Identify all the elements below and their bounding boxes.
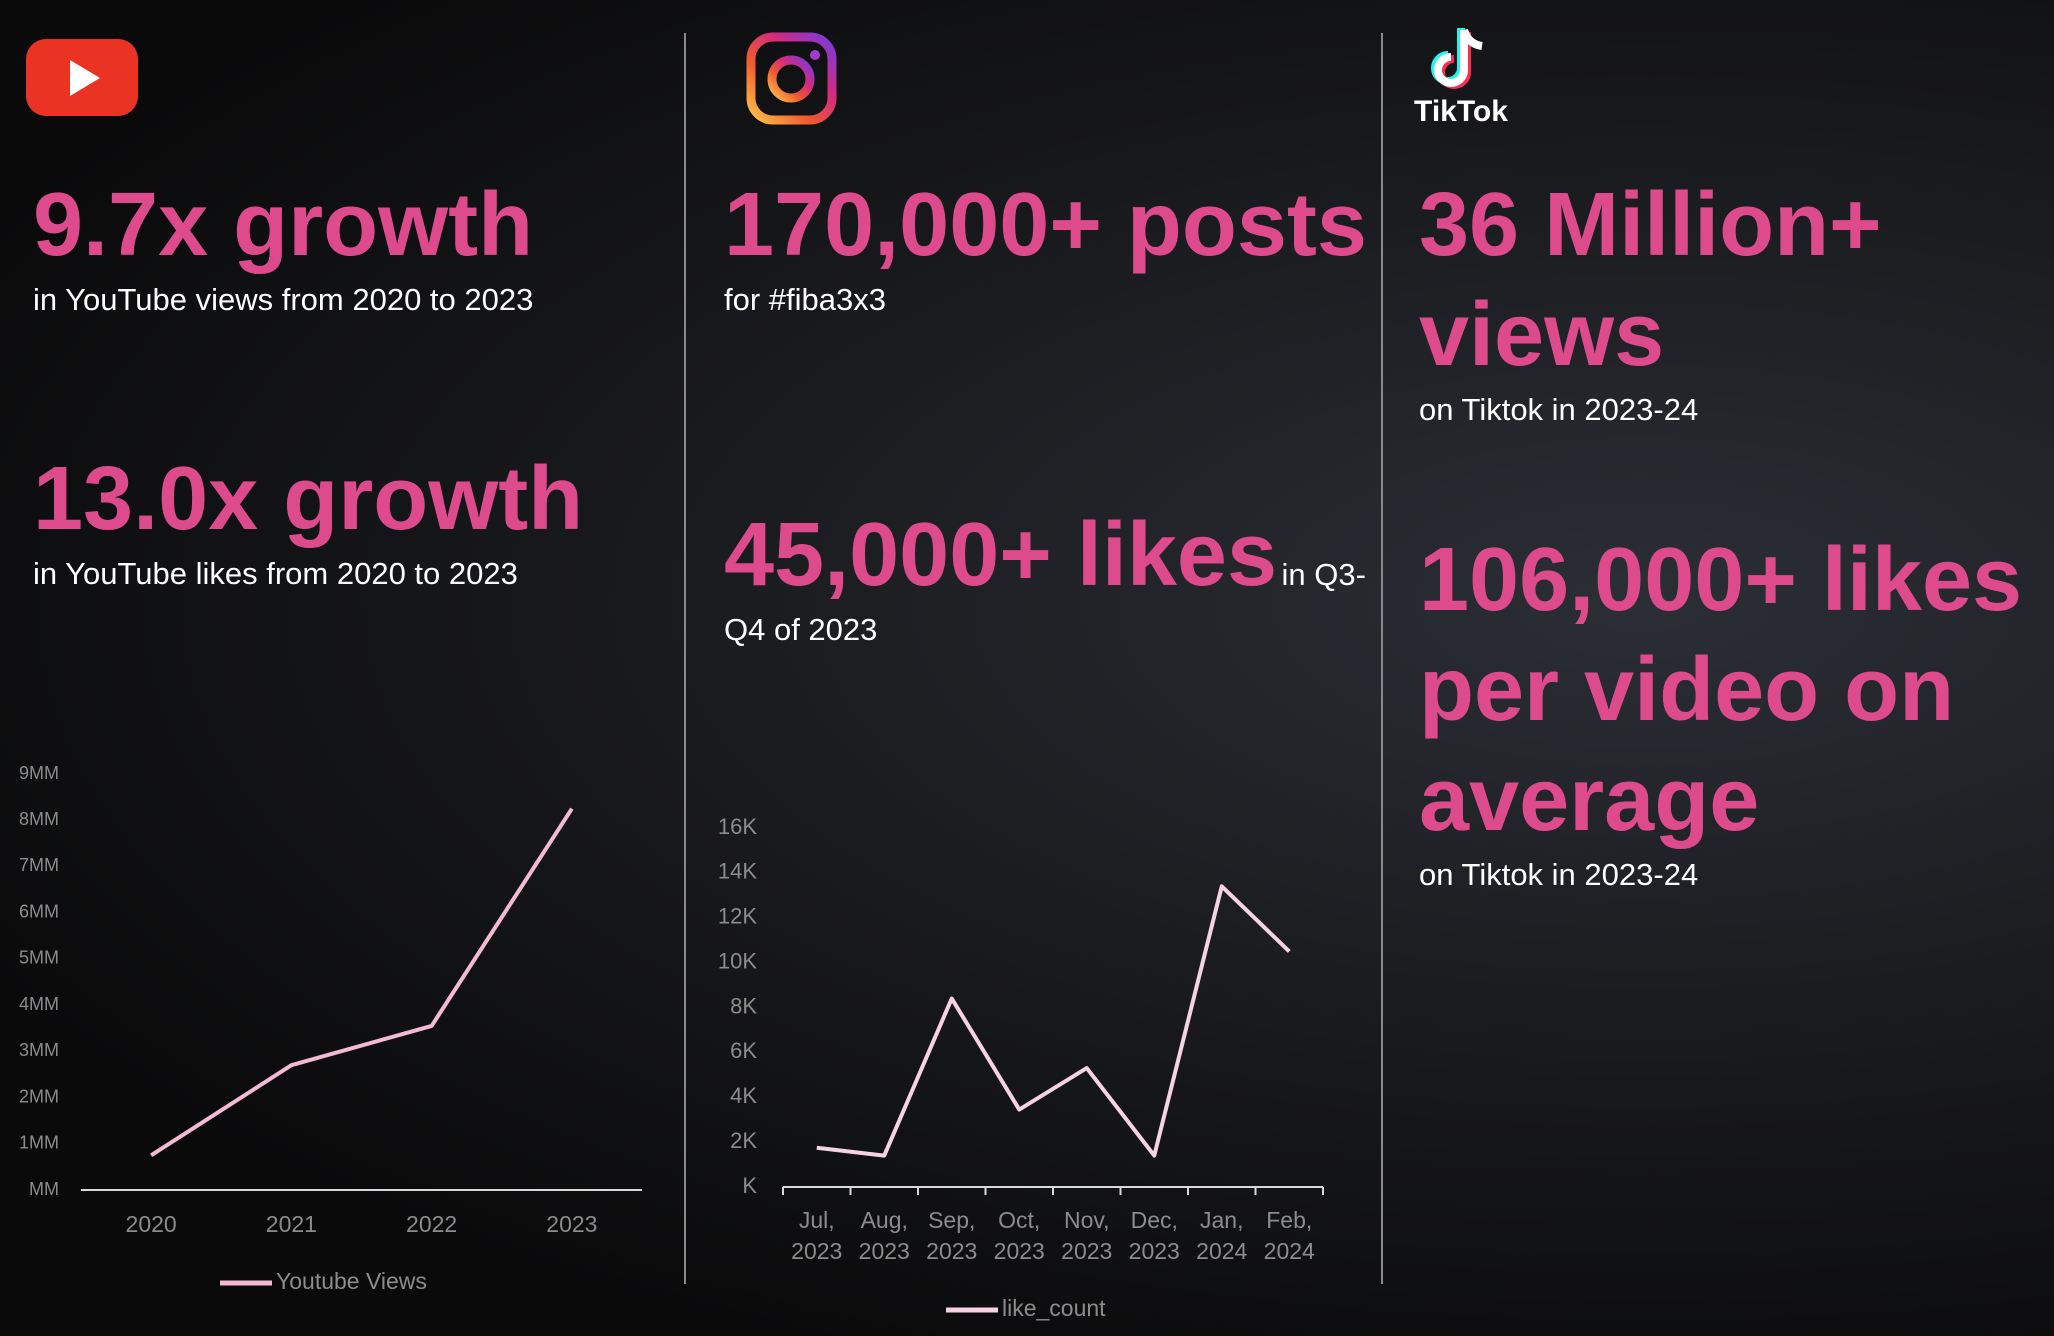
x-tick-label: Oct, 2023 [994, 1207, 1045, 1264]
y-tick-label: 16K [718, 814, 757, 839]
y-tick-label: 12K [718, 904, 757, 929]
stat: 13.0x growth in YouTube likes from 2020 t… [33, 444, 673, 594]
brand-name: TikTok [1414, 95, 1508, 128]
stat-text: for #fiba3x3 [724, 282, 886, 317]
y-tick-label: 2K [730, 1128, 757, 1153]
y-tick-label: 10K [718, 948, 757, 973]
stat-headline: 9.7x growth [33, 175, 534, 275]
y-tick-label: MM [29, 1179, 59, 1199]
x-tick-label: 2022 [406, 1211, 457, 1237]
y-tick-label: 14K [718, 859, 757, 884]
y-tick-label: 8K [730, 993, 757, 1018]
stat-headline: 13.0x growth [33, 449, 584, 549]
instagram-logo [746, 32, 837, 125]
stat: 106,000+ likes per video on average on Ti… [1419, 525, 2049, 895]
line-series [816, 884, 1291, 1158]
stat-headline: 45,000+ likes [724, 505, 1278, 605]
stat-text: in YouTube likes from 2020 to 2023 [33, 556, 518, 591]
y-tick-label: 9MM [19, 763, 59, 783]
stat-text: in YouTube views from 2020 to 2023 [33, 282, 534, 317]
x-tick-label: Jul, 2023 [791, 1207, 842, 1264]
stat-text: in Q3-Q4 of 2023 [724, 557, 1366, 647]
x-tick-label: Dec, 2023 [1129, 1207, 1180, 1264]
x-tick-label: Jan, 2024 [1196, 1207, 1247, 1264]
y-tick-label: 4K [730, 1083, 757, 1108]
y-tick-label: 2MM [19, 1086, 59, 1106]
stat: 45,000+ likes in Q3-Q4 of 2023 [724, 500, 1374, 650]
y-tick-label: 5MM [19, 948, 59, 968]
x-tick-label: 2021 [266, 1211, 317, 1237]
stat-text: on Tiktok in 2023-24 [1419, 392, 1699, 427]
y-tick-label: 6MM [19, 901, 59, 921]
line-series [150, 807, 574, 1158]
y-tick-label: 1MM [19, 1133, 59, 1153]
x-tick-label: 2023 [546, 1211, 597, 1237]
x-tick-label: Nov, 2023 [1061, 1207, 1112, 1264]
y-tick-label: 7MM [19, 855, 59, 875]
stat: 170,000+ posts for #fiba3x3 [724, 170, 1374, 320]
x-tick-label: Aug, 2023 [859, 1207, 910, 1264]
y-tick-label: 4MM [19, 994, 59, 1014]
legend-label: like_count [1002, 1295, 1106, 1321]
x-tick-label: Sep, 2023 [926, 1207, 977, 1264]
stat-text: on Tiktok in 2023-24 [1419, 857, 1699, 892]
stat-headline: 106,000+ likes per video on average [1419, 530, 2023, 850]
stat-headline: 36 Million+ views [1419, 175, 1882, 385]
stat-headline: 170,000+ posts [724, 175, 1367, 275]
y-tick-label: 6K [730, 1038, 757, 1063]
x-tick-label: 2020 [126, 1211, 177, 1237]
tiktok-logo [1431, 28, 1483, 89]
y-tick-label: 3MM [19, 1040, 59, 1060]
youtube-logo [26, 39, 138, 116]
stat: 9.7x growth in YouTube views from 2020 to… [33, 170, 673, 320]
legend-label: Youtube Views [276, 1268, 427, 1294]
stat: 36 Million+ views on Tiktok in 2023-24 [1419, 170, 2049, 430]
y-tick-label: K [742, 1173, 757, 1198]
x-tick-label: Feb, 2024 [1264, 1207, 1315, 1264]
y-tick-label: 8MM [19, 809, 59, 829]
